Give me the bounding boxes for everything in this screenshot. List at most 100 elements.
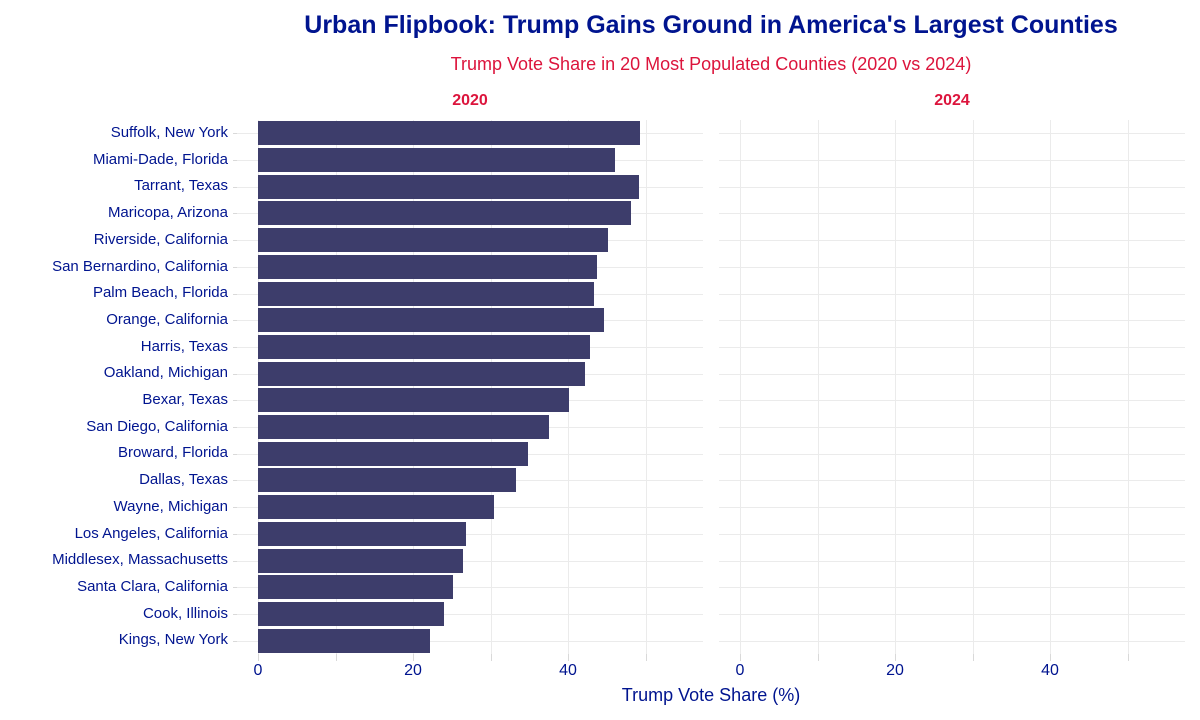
x-axis-tick [568, 654, 569, 661]
gridline-vertical [972, 120, 974, 654]
bar [258, 468, 517, 493]
gridline-horizontal [237, 560, 703, 562]
gridline-horizontal [719, 640, 1185, 642]
bar [258, 254, 597, 279]
county-label: Orange, California [106, 310, 228, 328]
bar [258, 174, 640, 199]
gridline-horizontal [719, 507, 1185, 509]
x-axis-tick [1127, 654, 1129, 661]
x-axis-tick [972, 654, 974, 661]
gridline-vertical [568, 120, 569, 654]
x-axis-tick-label: 20 [886, 662, 904, 679]
bar [258, 415, 549, 440]
gridline-horizontal [719, 533, 1185, 535]
bar [258, 201, 631, 226]
county-label: Riverside, California [93, 230, 228, 248]
county-label: Maricopa, Arizona [107, 204, 228, 222]
x-axis-tick [895, 654, 896, 661]
gridline-vertical [817, 120, 819, 654]
county-label: San Diego, California [86, 417, 228, 435]
gridline-vertical [1127, 120, 1129, 654]
panel-2024 [719, 120, 1185, 654]
bar [258, 121, 641, 146]
x-axis-tick [645, 654, 647, 661]
bar [258, 521, 466, 546]
gridline-horizontal [237, 587, 703, 589]
county-label: Tarrant, Texas [134, 177, 228, 195]
gridline-horizontal [719, 160, 1185, 162]
gridline-horizontal [719, 427, 1185, 429]
gridline-horizontal [719, 587, 1185, 589]
gridline-horizontal [719, 560, 1185, 562]
bar [258, 548, 463, 573]
county-label: Wayne, Michigan [113, 497, 229, 515]
gridline-horizontal [719, 293, 1185, 295]
county-label: Oakland, Michigan [103, 364, 228, 382]
bar [258, 148, 615, 173]
gridline-vertical [258, 120, 259, 654]
county-label: Kings, New York [118, 631, 228, 649]
county-label: Bexar, Texas [142, 391, 228, 408]
county-label: Santa Clara, California [77, 577, 228, 595]
x-axis-tick [817, 654, 819, 661]
x-axis-tick-label: 0 [253, 662, 263, 679]
gridline-horizontal [719, 240, 1185, 242]
county-label: Los Angeles, California [74, 524, 228, 542]
gridline-horizontal [719, 213, 1185, 215]
gridline-horizontal [237, 613, 703, 615]
bar [258, 281, 594, 306]
county-label: San Bernardino, California [52, 257, 228, 275]
x-axis-tick-label: 0 [735, 662, 745, 679]
gridline-vertical [740, 120, 741, 654]
x-axis-tick [413, 654, 414, 661]
x-axis-tick [1050, 654, 1051, 661]
bar [258, 601, 444, 626]
gridline-horizontal [237, 533, 703, 535]
y-axis: Suffolk, New York Miami-Dade, Florida Tarr… [0, 0, 260, 720]
x-axis-tick [490, 654, 492, 661]
x-axis-tick [740, 654, 741, 661]
gridline-vertical [413, 120, 414, 654]
bar [258, 308, 604, 333]
county-label: Middlesex, Massachusetts [52, 551, 228, 569]
bar [258, 334, 590, 359]
gridline-horizontal [719, 266, 1185, 268]
panel-2020 [237, 120, 703, 654]
x-axis-title: Trump Vote Share (%) [621, 685, 801, 705]
bar [258, 441, 528, 466]
bar [258, 628, 431, 653]
gridline-vertical [1050, 120, 1051, 654]
chart-title: Urban Flipbook: Trump Gains Ground in Am… [304, 11, 1118, 39]
gridline-horizontal [237, 640, 703, 642]
county-label: Broward, Florida [117, 444, 228, 462]
gridline-horizontal [719, 613, 1185, 615]
chart-subtitle: Trump Vote Share in 20 Most Populated Co… [450, 54, 972, 74]
facet-strip-2020: 2020 [452, 92, 488, 109]
x-axis-tick [335, 654, 337, 661]
bar [258, 388, 569, 413]
gridline-horizontal [719, 346, 1185, 348]
x-axis-tick-label: 40 [559, 662, 577, 679]
x-axis-tick [258, 654, 259, 661]
gridline-horizontal [719, 186, 1185, 188]
gridline-vertical [490, 120, 492, 654]
x-axis-tick-label: 20 [404, 662, 422, 679]
x-axis-tick-label: 40 [1041, 662, 1059, 679]
bar [258, 361, 586, 386]
gridline-horizontal [719, 453, 1185, 455]
bar [258, 575, 454, 600]
county-label: Miami-Dade, Florida [92, 150, 228, 168]
county-label: Palm Beach, Florida [92, 284, 228, 302]
county-label: Dallas, Texas [139, 471, 228, 489]
gridline-horizontal [719, 373, 1185, 375]
bar [258, 495, 494, 520]
gridline-vertical [645, 120, 647, 654]
gridline-horizontal [719, 400, 1185, 402]
county-label: Cook, Illinois [142, 604, 228, 622]
gridline-horizontal [719, 480, 1185, 482]
gridline-horizontal [719, 133, 1185, 135]
bar [258, 228, 608, 253]
county-label: Harris, Texas [140, 337, 228, 355]
facet-strip-2024: 2024 [934, 92, 970, 109]
